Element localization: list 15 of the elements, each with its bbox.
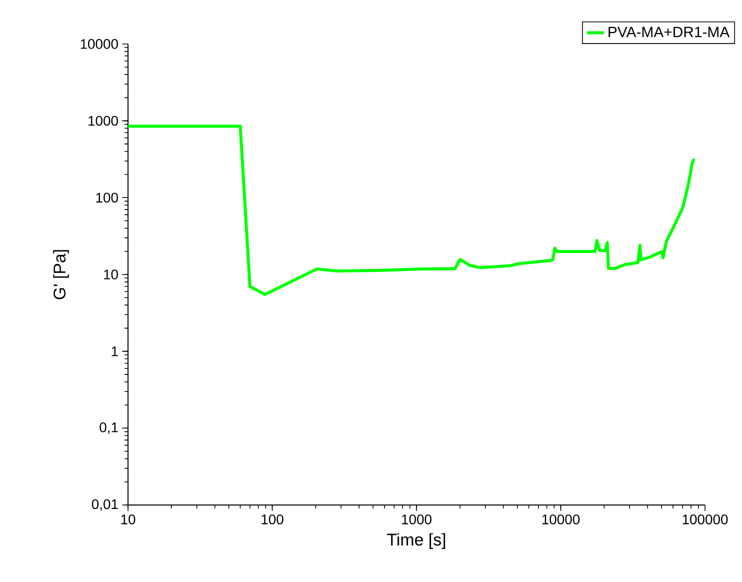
x-tick-label: 100000 <box>682 514 728 524</box>
x-tick-label: 1000 <box>402 514 432 524</box>
y-tick-label: 1000 <box>88 116 118 126</box>
y-tick-label: 100 <box>96 192 118 203</box>
y-tick-label: 10 <box>104 270 118 280</box>
legend-label: PVA-MA+DR1-MA <box>608 26 730 38</box>
x-tick-label: 10 <box>121 514 136 524</box>
y-tick-label: 0,1 <box>100 422 118 434</box>
y-tick-label: 10000 <box>80 39 118 49</box>
y-axis-title: G' [Pa] <box>53 250 69 300</box>
x-tick-label: 100 <box>262 514 284 524</box>
y-tick-label: 1 <box>112 346 118 356</box>
y-tick-label: 0,01 <box>92 499 118 511</box>
x-axis-title: Time [s] <box>387 533 446 549</box>
x-tick-label: 10000 <box>542 514 580 524</box>
